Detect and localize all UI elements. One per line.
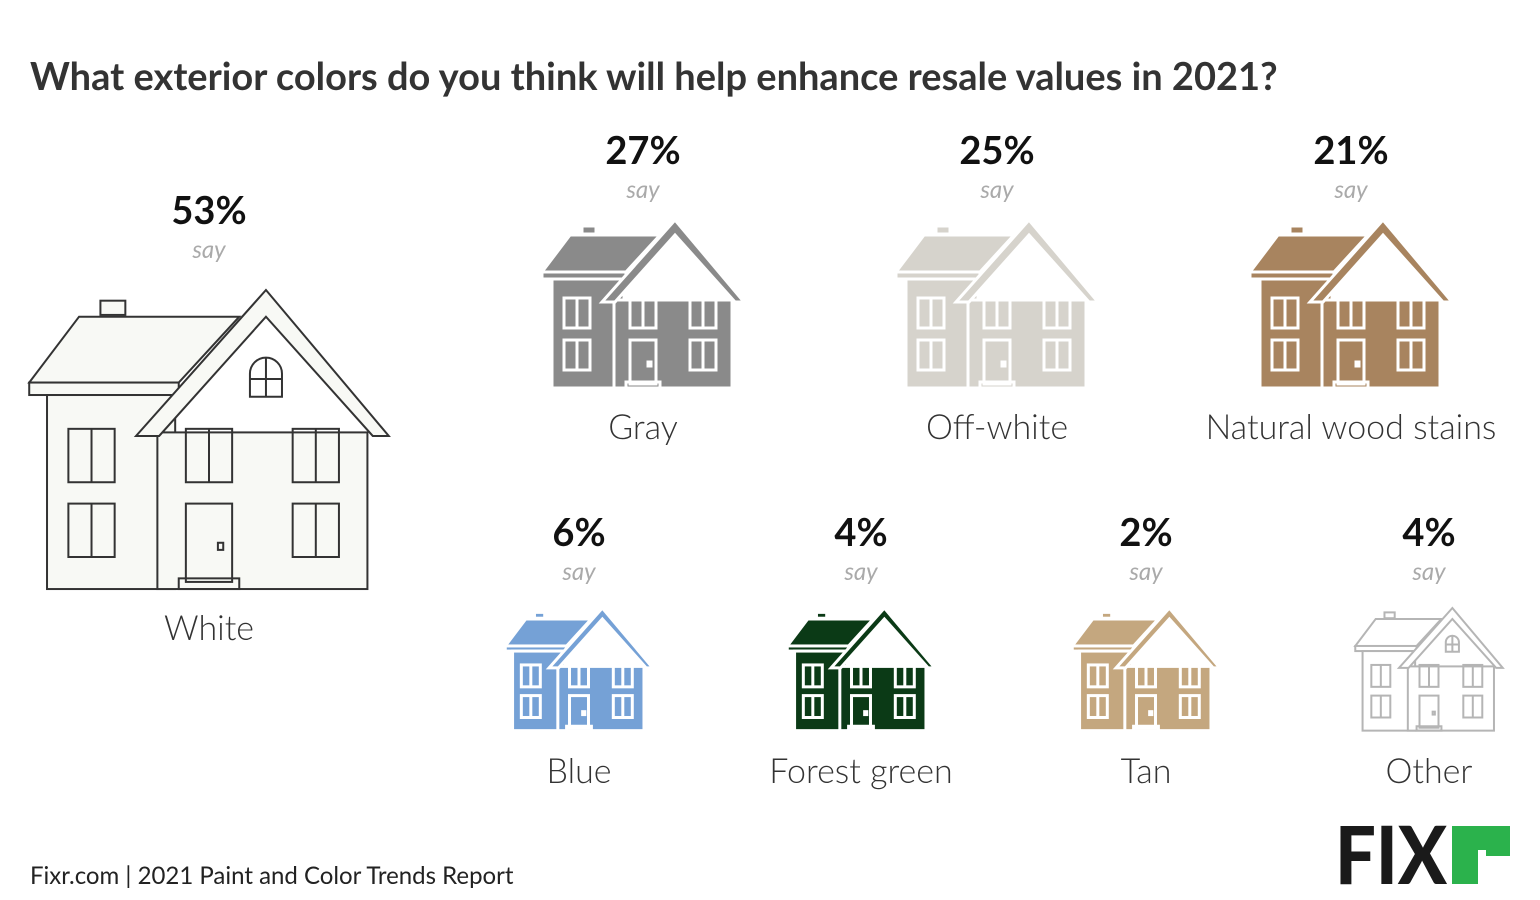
value-caption: say xyxy=(625,175,660,204)
house xyxy=(538,217,748,390)
logo: FIX xyxy=(1335,806,1448,900)
value-label: 27% xyxy=(605,127,680,173)
value-label: 6% xyxy=(552,509,605,555)
value-label: 4% xyxy=(834,509,887,555)
value-caption: say xyxy=(1128,557,1163,586)
logo-mark xyxy=(1452,826,1510,884)
category-label: Other xyxy=(1386,750,1473,791)
value-caption: say xyxy=(1333,175,1368,204)
house xyxy=(1353,606,1505,732)
category-label: Blue xyxy=(546,750,611,791)
house xyxy=(1246,217,1456,390)
category-label: Forest green xyxy=(769,750,952,791)
house xyxy=(892,217,1102,390)
value-caption: say xyxy=(843,557,878,586)
category-label: Natural wood stains xyxy=(1206,406,1497,447)
value-caption: say xyxy=(191,235,226,264)
category-label: White xyxy=(164,607,254,648)
house xyxy=(1069,605,1223,733)
house xyxy=(27,288,391,591)
chart-title: What exterior colors do you think will h… xyxy=(30,53,1278,99)
value-label: 4% xyxy=(1402,509,1455,555)
category-label: Gray xyxy=(608,406,678,447)
value-label: 21% xyxy=(1313,127,1388,173)
house xyxy=(502,605,656,733)
value-caption: say xyxy=(979,175,1014,204)
source: Fixr.com | 2021 Paint and Color Trends R… xyxy=(30,861,514,890)
house xyxy=(784,605,938,733)
category-label: Tan xyxy=(1121,750,1172,791)
value-label: 25% xyxy=(959,127,1034,173)
value-label: 2% xyxy=(1119,509,1172,555)
value-caption: say xyxy=(1411,557,1446,586)
value-caption: say xyxy=(561,557,596,586)
category-label: Off-white xyxy=(926,406,1068,447)
value-label: 53% xyxy=(171,187,246,233)
